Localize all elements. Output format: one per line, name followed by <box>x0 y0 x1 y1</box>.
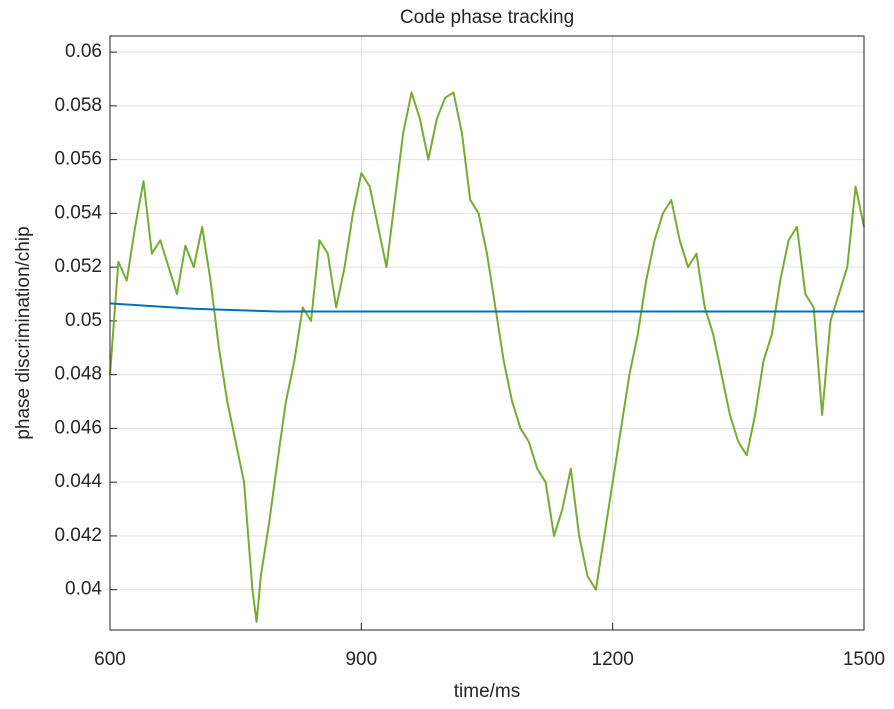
y-tick-label: 0.042 <box>54 525 102 546</box>
x-axis-label: time/ms <box>454 681 521 702</box>
data-line <box>109 302 864 313</box>
y-tick-label: 0.056 <box>54 149 102 170</box>
x-tick-label: 1200 <box>592 649 634 670</box>
y-tick-label: 0.054 <box>54 202 102 223</box>
y-tick-label: 0.058 <box>54 95 102 116</box>
y-tick-label: 0.048 <box>54 364 102 385</box>
y-tick-label: 0.04 <box>65 579 102 600</box>
y-tick-label: 0.044 <box>54 471 102 492</box>
y-tick-label: 0.05 <box>65 310 102 331</box>
y-tick-label: 0.052 <box>54 256 102 277</box>
plot-frame <box>109 35 865 631</box>
x-tick-label: 600 <box>94 649 126 670</box>
data-line <box>109 91 865 623</box>
x-tick-label: 1500 <box>843 649 885 670</box>
x-tick-label: 900 <box>345 649 377 670</box>
plot-background <box>110 36 864 630</box>
chart-title: Code phase tracking <box>400 7 574 28</box>
y-tick-label: 0.046 <box>54 417 102 438</box>
y-tick-label: 0.06 <box>65 41 102 62</box>
y-axis-label: phase discrimination/chip <box>13 226 34 439</box>
